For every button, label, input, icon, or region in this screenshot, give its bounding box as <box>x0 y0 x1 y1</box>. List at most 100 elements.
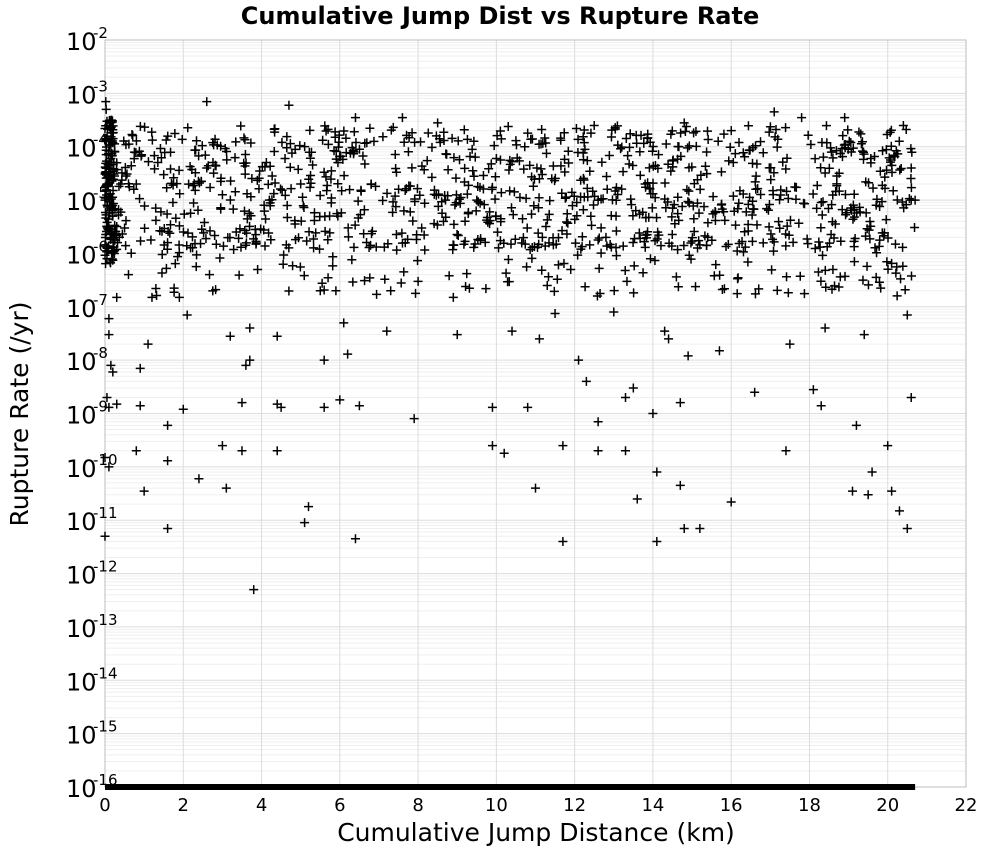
x-tick-label: 16 <box>720 795 743 816</box>
data-point <box>820 323 830 333</box>
data-point <box>521 193 531 203</box>
data-point <box>311 228 321 238</box>
data-point <box>561 192 571 202</box>
data-point <box>618 241 628 251</box>
data-point <box>826 143 836 153</box>
data-point <box>856 139 866 149</box>
data-point <box>848 200 858 210</box>
data-point <box>280 154 290 164</box>
data-point <box>898 242 908 252</box>
data-point <box>467 144 477 154</box>
data-point <box>120 163 130 173</box>
data-point <box>818 152 828 162</box>
data-point <box>175 189 185 199</box>
data-point <box>891 268 901 278</box>
data-point <box>372 289 382 299</box>
data-point <box>183 123 193 133</box>
data-point <box>403 234 413 244</box>
data-point <box>197 224 207 234</box>
data-point <box>495 236 505 246</box>
data-point <box>396 278 406 288</box>
data-point <box>341 133 351 143</box>
data-point <box>673 245 683 255</box>
y-tick-exponent: -16 <box>93 771 118 789</box>
data-point <box>772 142 782 152</box>
data-point <box>750 387 760 397</box>
data-point <box>366 240 376 250</box>
data-point <box>112 292 122 302</box>
data-point <box>815 242 825 252</box>
data-point <box>390 150 400 160</box>
data-point <box>284 286 294 296</box>
data-point <box>245 221 255 231</box>
data-point <box>763 205 773 215</box>
data-point <box>266 235 276 245</box>
data-point <box>505 186 515 196</box>
data-point <box>882 130 892 140</box>
data-point <box>580 282 590 292</box>
data-point <box>537 232 547 242</box>
data-point <box>412 184 422 194</box>
data-point <box>653 163 663 173</box>
data-point <box>194 474 204 484</box>
data-point <box>306 147 316 157</box>
data-point <box>751 171 761 181</box>
data-point <box>734 137 744 147</box>
data-point <box>533 228 543 238</box>
data-point <box>772 285 782 295</box>
data-point <box>688 201 698 211</box>
data-point <box>267 171 277 181</box>
data-point <box>337 186 347 196</box>
data-point <box>864 225 874 235</box>
data-point <box>910 222 920 232</box>
data-point <box>263 179 273 189</box>
data-point <box>264 228 274 238</box>
data-point <box>270 178 280 188</box>
data-point <box>157 249 167 259</box>
data-point <box>594 233 604 243</box>
data-point <box>566 264 576 274</box>
data-point <box>534 334 544 344</box>
data-point <box>572 211 582 221</box>
data-point <box>872 248 882 258</box>
data-point <box>179 209 189 219</box>
data-point <box>170 259 180 269</box>
data-point <box>556 133 566 143</box>
data-point <box>689 226 699 236</box>
data-point <box>386 125 396 135</box>
data-point <box>104 462 114 472</box>
data-point <box>692 175 702 185</box>
data-point <box>783 194 793 204</box>
data-point <box>463 209 473 219</box>
data-point <box>443 165 453 175</box>
data-point <box>282 132 292 142</box>
data-point <box>427 172 437 182</box>
data-point <box>702 169 712 179</box>
data-point <box>640 230 650 240</box>
data-point <box>830 219 840 229</box>
data-point <box>597 157 607 167</box>
data-point <box>682 185 692 195</box>
data-point <box>859 330 869 340</box>
data-point <box>282 143 292 153</box>
data-point <box>711 208 721 218</box>
data-point <box>408 216 418 226</box>
data-point <box>767 265 777 275</box>
data-point <box>578 155 588 165</box>
data-point <box>270 127 280 137</box>
data-point <box>146 235 156 245</box>
data-point <box>674 142 684 152</box>
data-point <box>818 250 828 260</box>
y-tick-exponent: -9 <box>93 398 108 416</box>
data-point <box>351 137 361 147</box>
data-point <box>884 153 894 163</box>
data-point <box>102 392 112 402</box>
data-point <box>790 182 800 192</box>
data-point <box>679 523 689 533</box>
data-point <box>563 146 573 156</box>
data-point <box>592 291 602 301</box>
data-point <box>365 123 375 133</box>
data-point <box>174 165 184 175</box>
data-point <box>102 243 112 253</box>
data-point <box>702 147 712 157</box>
